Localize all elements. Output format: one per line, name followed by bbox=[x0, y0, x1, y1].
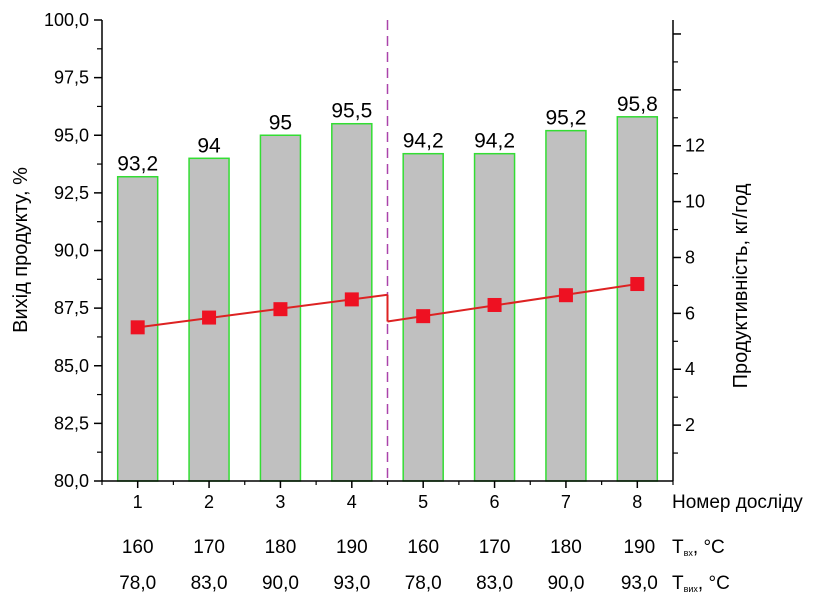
data-label: 95,5 bbox=[331, 100, 372, 123]
row-t-in-value: 180 bbox=[550, 537, 582, 558]
x-tick-label: 2 bbox=[204, 492, 214, 512]
series-marker bbox=[416, 309, 431, 324]
x-tick-label: 5 bbox=[418, 492, 428, 512]
series-marker bbox=[487, 297, 502, 312]
y-tick-label: 100,0 bbox=[44, 10, 89, 30]
row-t-out-value: 93,0 bbox=[333, 573, 370, 594]
data-label: 93,2 bbox=[117, 153, 158, 176]
x-tick-label: 6 bbox=[490, 492, 500, 512]
y-tick-label: 85,0 bbox=[54, 356, 89, 376]
row-t-out-value: 83,0 bbox=[476, 573, 513, 594]
row-t-out-value: 83,0 bbox=[191, 573, 228, 594]
row-t-out-value: 90,0 bbox=[547, 573, 584, 594]
y2-tick-label: 2 bbox=[685, 415, 695, 435]
value-labels-group: 93,2 94 95 95,5 94,2 94,2 95,2 95,8 bbox=[117, 93, 658, 176]
y-tick-label: 90,0 bbox=[54, 241, 89, 261]
axes-group: 80,0 82,5 85,0 87,5 90,0 92,5 95,0 97,5 100,0 2 4 6… bbox=[44, 10, 705, 491]
y-tick-label: 80,0 bbox=[54, 471, 89, 491]
x-ticks-group: 1 2 3 4 5 6 7 8 bbox=[101, 481, 674, 512]
row-t-in-label: Твх, °С bbox=[672, 537, 725, 558]
y2-tick-label: 10 bbox=[685, 192, 705, 212]
row-t-out-label: Твих, °С bbox=[672, 573, 730, 594]
series-marker bbox=[344, 292, 359, 307]
y2-tick-label: 4 bbox=[685, 359, 695, 379]
data-label: 94,2 bbox=[403, 130, 444, 153]
rows-group: 160 170 180 190 160 170 180 190 Твх, °С 78,0 83,0 9… bbox=[119, 537, 730, 594]
x-tick-label: 1 bbox=[133, 492, 143, 512]
x-tick-label: 3 bbox=[275, 492, 285, 512]
y2-axis-title: Продуктивність, кг/год bbox=[730, 183, 752, 388]
series-marker bbox=[630, 277, 645, 292]
y2-tick-label: 6 bbox=[685, 303, 695, 323]
row-t-out-value: 78,0 bbox=[405, 573, 442, 594]
y-tick-label: 82,5 bbox=[54, 413, 89, 433]
row-t-in-value: 190 bbox=[336, 537, 368, 558]
bar bbox=[616, 116, 659, 482]
row-t-out-value: 93,0 bbox=[621, 573, 658, 594]
y2-tick-label: 12 bbox=[685, 136, 705, 156]
row-t-in-value: 160 bbox=[407, 537, 439, 558]
data-label: 95,2 bbox=[546, 107, 587, 130]
x-tick-label: 4 bbox=[347, 492, 357, 512]
y-axis-title: Вихід продукту, % bbox=[10, 167, 32, 333]
y-tick-label: 92,5 bbox=[54, 183, 89, 203]
series-marker bbox=[130, 320, 145, 335]
bar bbox=[545, 129, 587, 482]
row-t-in-value: 170 bbox=[479, 537, 511, 558]
row-t-out-value: 90,0 bbox=[262, 573, 299, 594]
y2-tick-label: 8 bbox=[685, 247, 695, 267]
y-tick-label: 97,5 bbox=[54, 68, 89, 88]
row-t-out-value: 78,0 bbox=[119, 573, 156, 594]
y-tick-label: 87,5 bbox=[54, 298, 89, 318]
data-label: 94,2 bbox=[474, 130, 515, 153]
data-label: 94 bbox=[197, 134, 221, 157]
series-marker bbox=[202, 310, 217, 325]
line-series-group bbox=[130, 277, 645, 335]
row-t-in-value: 170 bbox=[193, 537, 225, 558]
data-label: 95,8 bbox=[617, 93, 658, 116]
series-marker bbox=[273, 302, 288, 317]
x-tick-label: 8 bbox=[632, 492, 642, 512]
x-tick-label: 7 bbox=[561, 492, 571, 512]
row-t-in-value: 180 bbox=[265, 537, 297, 558]
x-axis-title: Номер досліду bbox=[672, 492, 803, 513]
data-label: 95 bbox=[269, 111, 292, 134]
bar bbox=[473, 152, 516, 482]
row-t-in-value: 160 bbox=[122, 537, 154, 558]
series-marker bbox=[558, 288, 573, 303]
y-tick-label: 95,0 bbox=[54, 125, 89, 145]
bars-group bbox=[116, 116, 659, 482]
row-t-in-value: 190 bbox=[623, 537, 655, 558]
